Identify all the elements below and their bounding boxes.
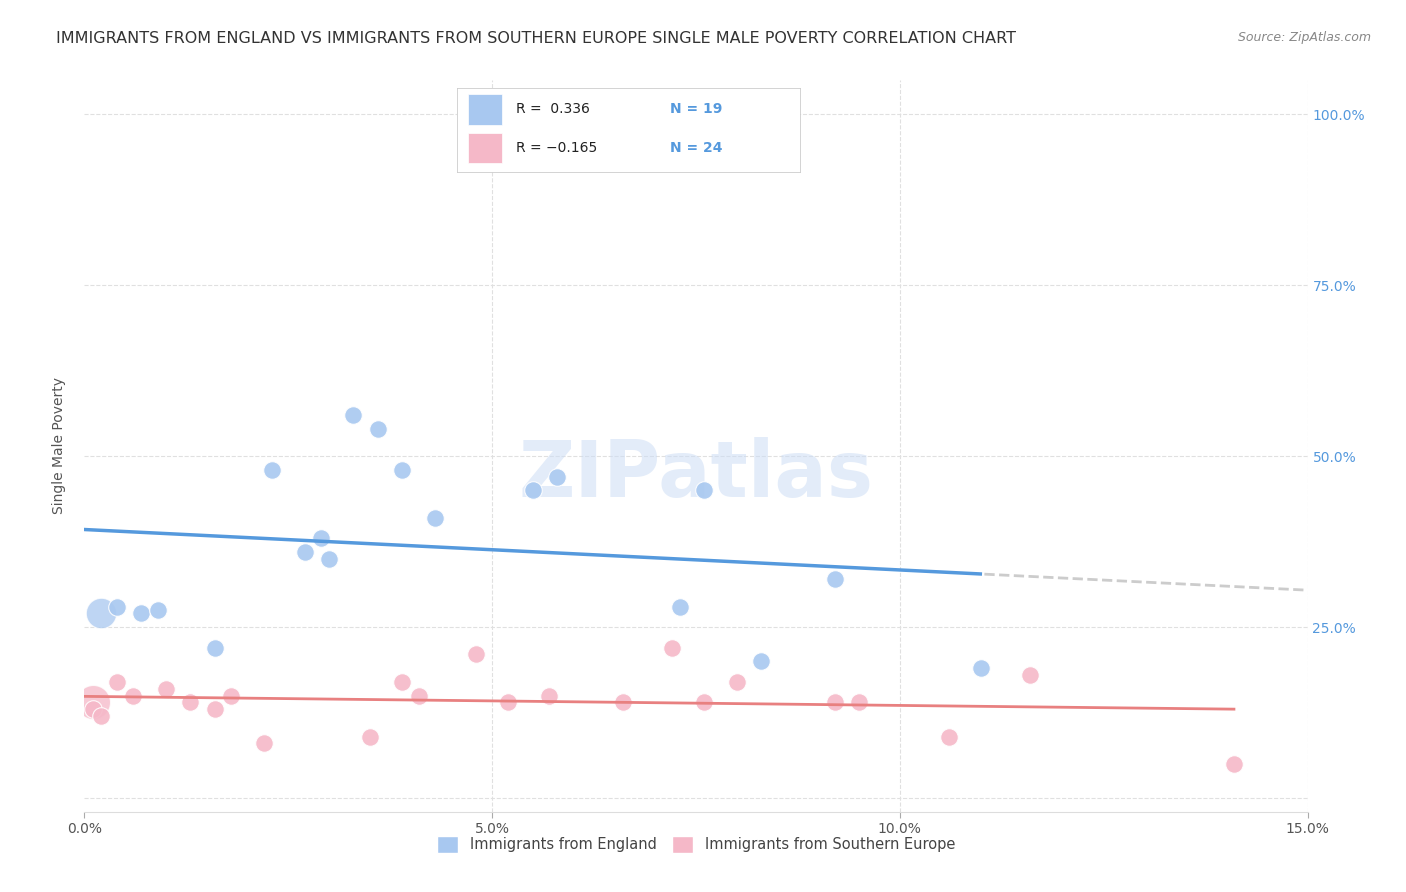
Point	[294, 545, 316, 559]
Point	[122, 689, 145, 703]
Point	[342, 409, 364, 423]
Point	[938, 730, 960, 744]
Point	[391, 674, 413, 689]
Point	[423, 510, 446, 524]
Point	[693, 483, 716, 498]
Point	[668, 599, 690, 614]
Point	[318, 551, 340, 566]
Point	[749, 654, 772, 668]
Y-axis label: Single Male Poverty: Single Male Poverty	[52, 377, 66, 515]
Text: IMMIGRANTS FROM ENGLAND VS IMMIGRANTS FROM SOUTHERN EUROPE SINGLE MALE POVERTY C: IMMIGRANTS FROM ENGLAND VS IMMIGRANTS FR…	[56, 31, 1017, 46]
Point	[661, 640, 683, 655]
Point	[824, 572, 846, 586]
Point	[848, 695, 870, 709]
Point	[90, 607, 112, 621]
Point	[612, 695, 634, 709]
Point	[146, 603, 169, 617]
Point	[82, 695, 104, 709]
Point	[155, 681, 177, 696]
Point	[260, 463, 283, 477]
Point	[131, 607, 153, 621]
Text: Source: ZipAtlas.com: Source: ZipAtlas.com	[1237, 31, 1371, 45]
Text: ZIPatlas: ZIPatlas	[519, 437, 873, 513]
Point	[391, 463, 413, 477]
Point	[90, 709, 112, 723]
Point	[1223, 756, 1246, 771]
Point	[693, 695, 716, 709]
Point	[204, 640, 226, 655]
Point	[105, 599, 128, 614]
Point	[824, 695, 846, 709]
Point	[408, 689, 430, 703]
Point	[546, 469, 568, 483]
Point	[522, 483, 544, 498]
Point	[464, 648, 486, 662]
Point	[309, 531, 332, 545]
Point	[253, 736, 276, 750]
Point	[970, 661, 993, 675]
Point	[498, 695, 520, 709]
Point	[179, 695, 201, 709]
Point	[367, 422, 389, 436]
Point	[105, 674, 128, 689]
Point	[219, 689, 242, 703]
Point	[82, 702, 104, 716]
Point	[1019, 668, 1042, 682]
Point	[725, 674, 748, 689]
Point	[204, 702, 226, 716]
Legend: Immigrants from England, Immigrants from Southern Europe: Immigrants from England, Immigrants from…	[430, 830, 962, 859]
Point	[359, 730, 381, 744]
Point	[538, 689, 561, 703]
